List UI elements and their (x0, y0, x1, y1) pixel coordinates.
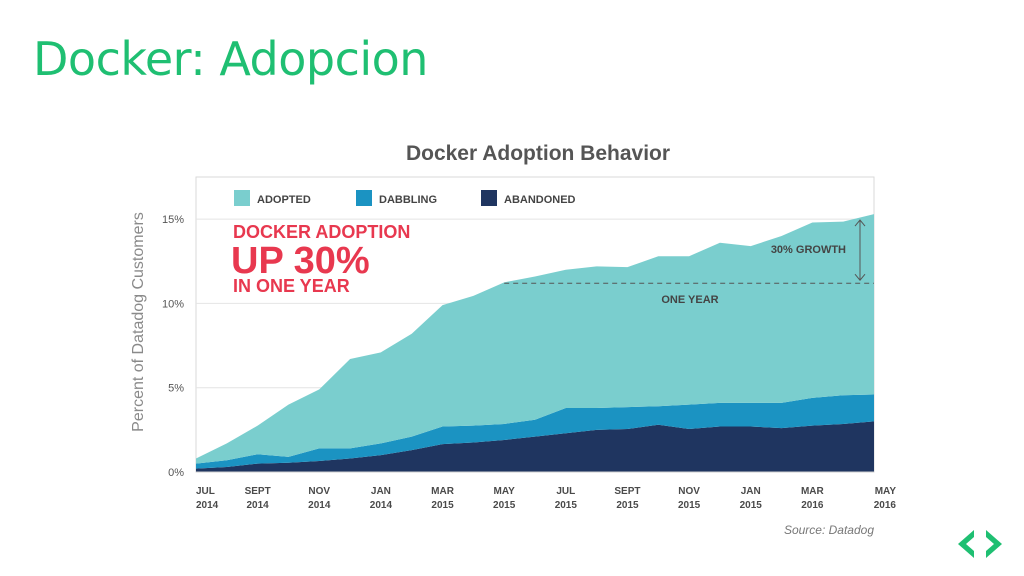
series-area-adopted (196, 214, 874, 464)
y-axis-label: Percent of Datadog Customers (130, 212, 147, 432)
x-tick-year: 2014 (196, 500, 219, 511)
x-tick-month: MAR (431, 486, 455, 497)
x-tick-month: MAR (801, 486, 825, 497)
growth-arrow-head-up (854, 219, 866, 227)
x-tick-year: 2015 (431, 500, 454, 511)
x-tick-month: SEPT (245, 486, 271, 497)
y-tick-label: 10% (162, 298, 184, 310)
headline-line-1: DOCKER ADOPTION (233, 222, 410, 242)
legend-swatch-adopted (234, 190, 250, 206)
x-tick-year: 2015 (616, 500, 639, 511)
legend-label-adopted: ADOPTED (257, 194, 311, 206)
x-tick-year: 2016 (874, 500, 897, 511)
x-tick-month: JUL (556, 486, 575, 497)
x-tick-month: NOV (308, 486, 330, 497)
headline-line-2: UP 30% (231, 240, 370, 282)
growth-arrow-head-down (854, 273, 866, 281)
x-tick-year: 2015 (493, 500, 516, 511)
x-tick-year: 2015 (678, 500, 701, 511)
x-tick-month: MAY (494, 486, 516, 497)
series-area-abandoned (196, 421, 874, 472)
legend-swatch-dabbling (356, 190, 372, 206)
y-tick-label: 5% (168, 383, 184, 395)
x-tick-year: 2014 (308, 500, 331, 511)
source-note: Source: Datadog (784, 523, 874, 537)
legend-swatch-abandoned (481, 190, 497, 206)
code-brackets-icon (958, 530, 1002, 558)
x-tick-year: 2015 (555, 500, 578, 511)
x-tick-month: NOV (678, 486, 700, 497)
x-tick-year: 2014 (247, 500, 270, 511)
legend-label-dabbling: DABBLING (379, 194, 437, 206)
x-tick-month: JAN (371, 486, 391, 497)
x-tick-month: JUL (196, 486, 215, 497)
x-tick-year: 2014 (370, 500, 393, 511)
y-tick-label: 0% (168, 467, 184, 479)
x-tick-year: 2015 (740, 500, 763, 511)
chart-title: Docker Adoption Behavior (406, 142, 670, 165)
growth-label: 30% GROWTH (771, 244, 846, 256)
headline-line-3: IN ONE YEAR (233, 276, 350, 296)
slide-title: Docker: Adopcion (33, 32, 428, 86)
x-tick-month: JAN (741, 486, 761, 497)
x-tick-month: MAY (875, 486, 897, 497)
y-tick-label: 15% (162, 214, 184, 226)
x-tick-month: SEPT (614, 486, 640, 497)
x-tick-year: 2016 (801, 500, 824, 511)
series-area-dabbling (196, 394, 874, 469)
one-year-label: ONE YEAR (661, 294, 718, 306)
legend-label-abandoned: ABANDONED (504, 194, 576, 206)
